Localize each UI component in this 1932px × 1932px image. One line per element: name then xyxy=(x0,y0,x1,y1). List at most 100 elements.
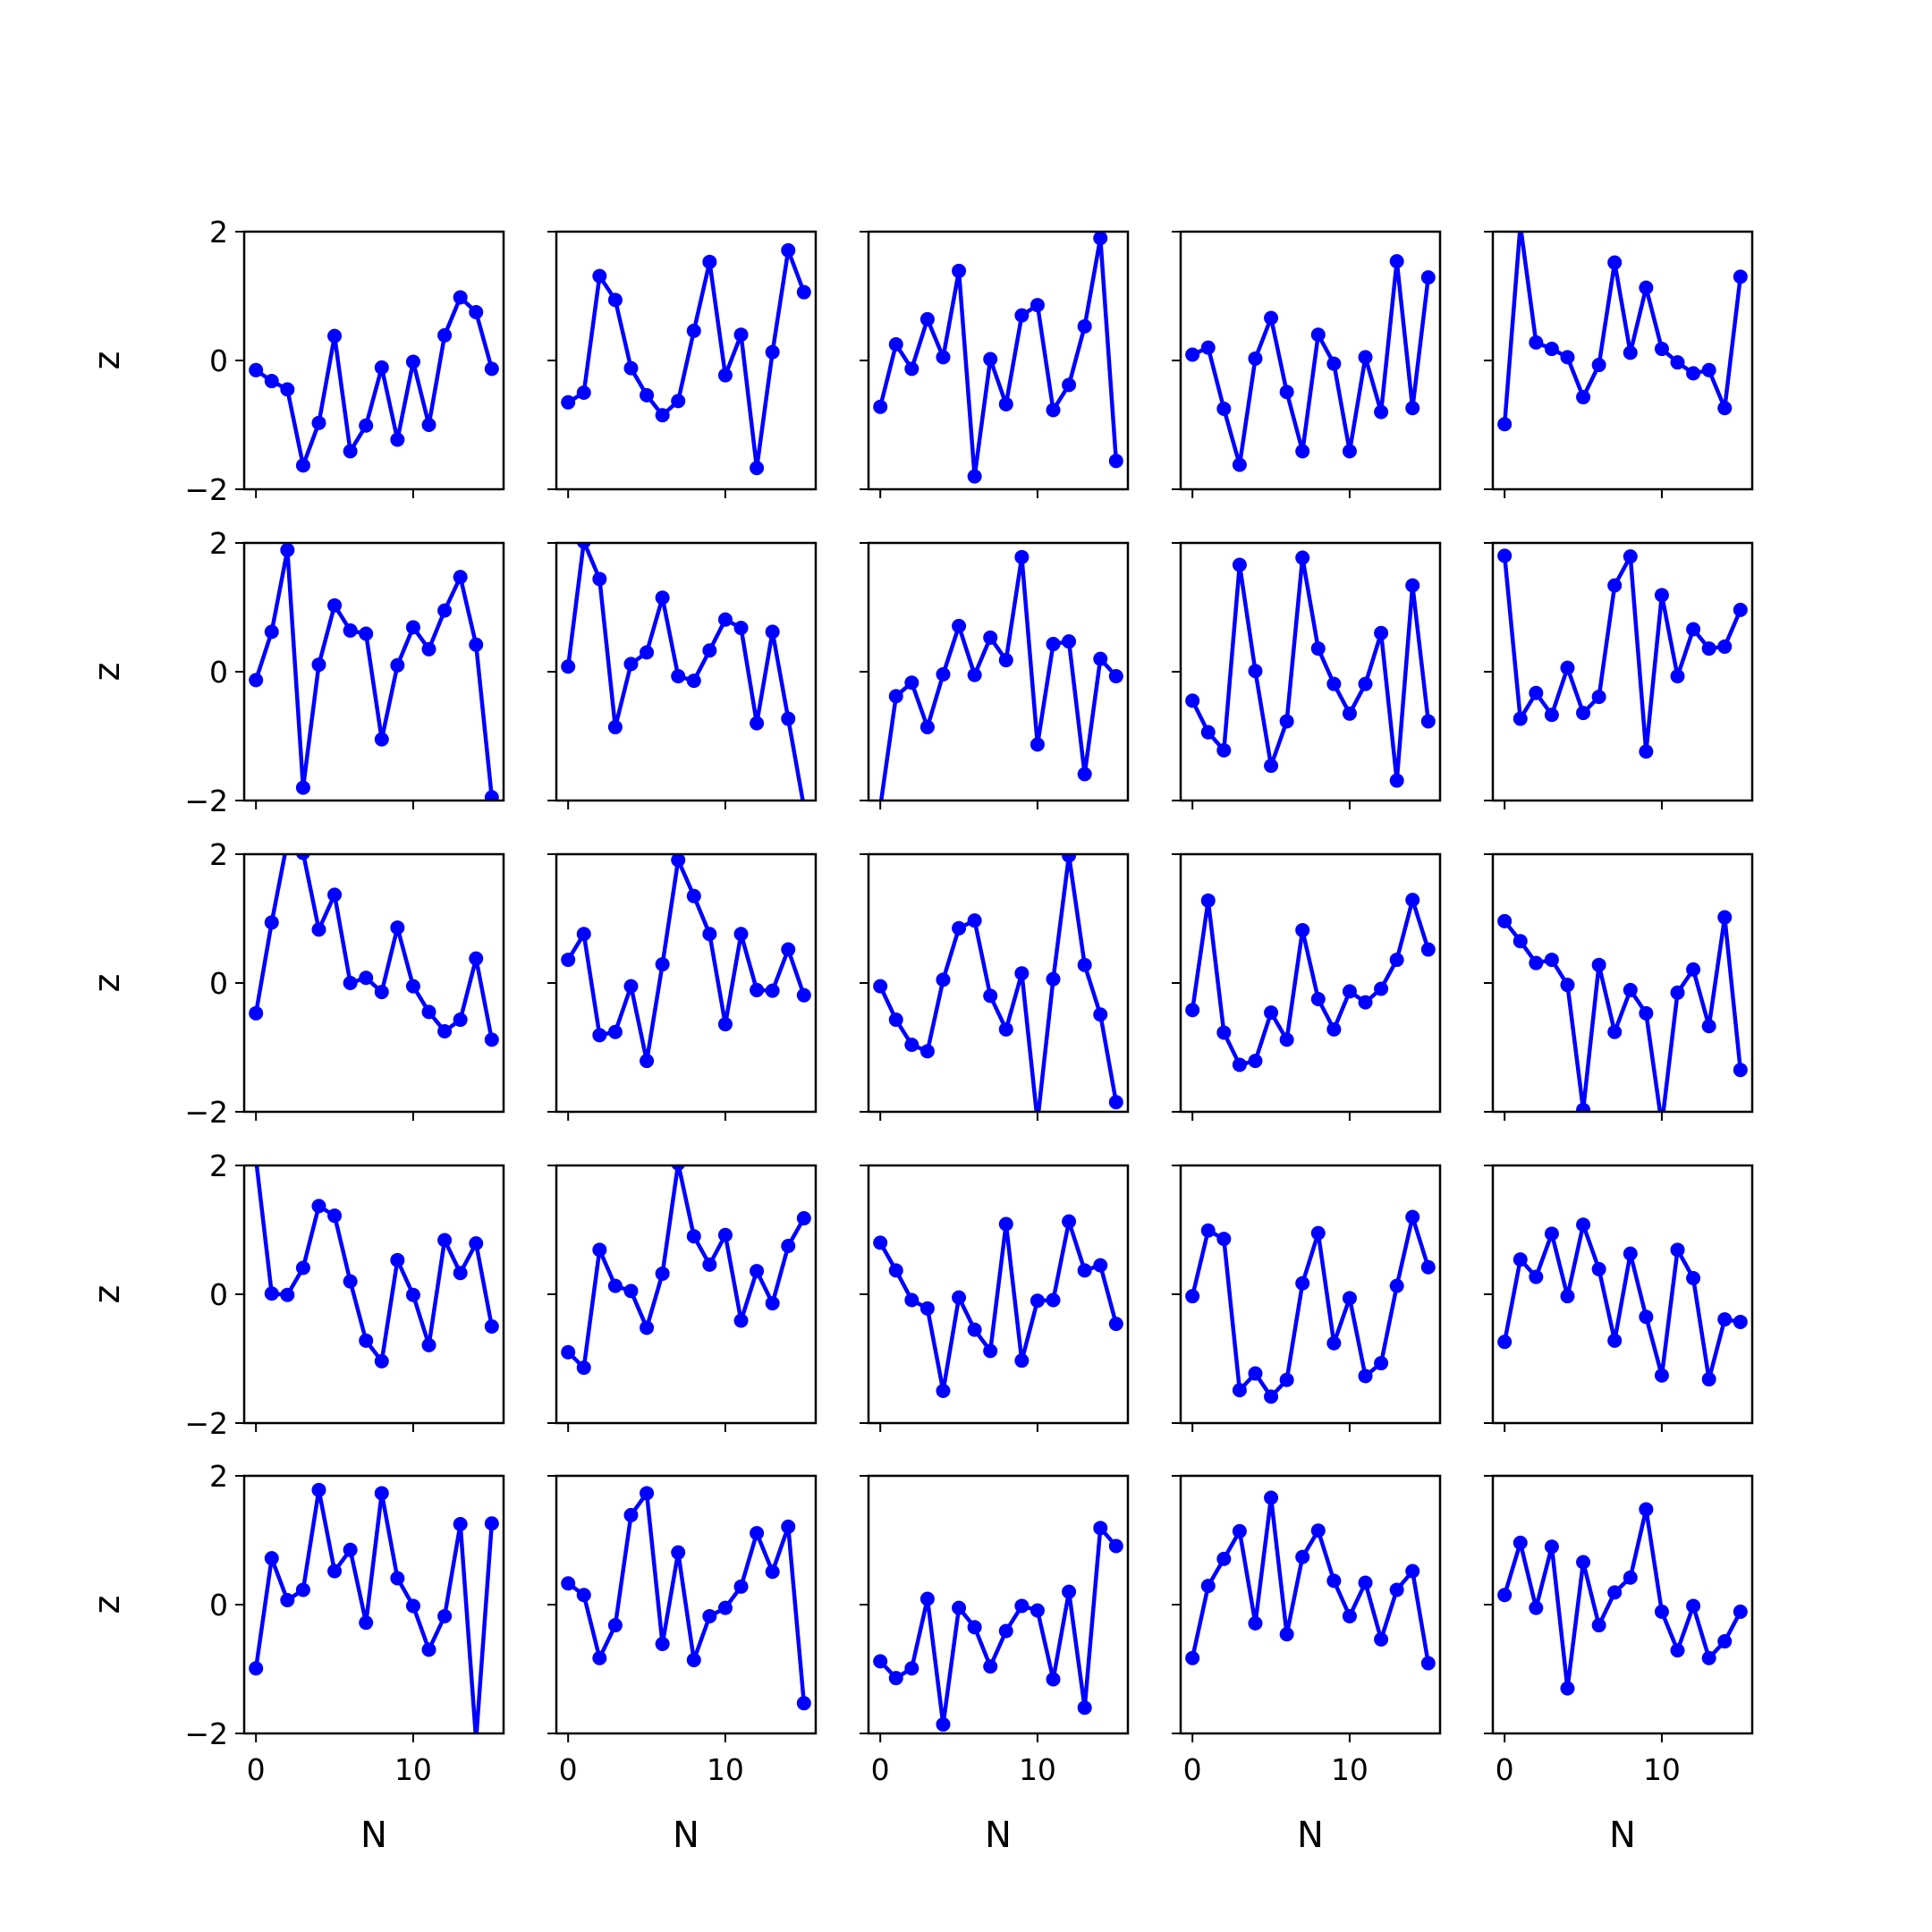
data-point xyxy=(904,1038,919,1053)
data-point xyxy=(1639,280,1654,295)
data-point xyxy=(1326,1573,1342,1589)
data-point xyxy=(967,469,982,484)
data-point xyxy=(686,674,701,689)
data-point xyxy=(1389,773,1404,788)
y-tick-label: 2 xyxy=(209,837,228,872)
data-point xyxy=(888,1671,903,1686)
data-point xyxy=(888,1263,903,1278)
data-point xyxy=(765,344,780,360)
data-point xyxy=(1279,385,1294,400)
data-point xyxy=(469,637,484,652)
y-tick-label: 2 xyxy=(209,1148,228,1183)
data-point xyxy=(1670,355,1685,370)
data-point xyxy=(919,311,935,326)
data-point xyxy=(1686,1271,1701,1285)
data-point xyxy=(405,1287,420,1302)
data-point xyxy=(640,1320,655,1335)
data-point xyxy=(1389,1582,1404,1597)
data-point xyxy=(1216,1232,1232,1247)
data-point xyxy=(421,641,436,657)
data-point xyxy=(576,927,591,942)
data-point xyxy=(733,327,749,343)
data-point xyxy=(919,719,935,734)
data-point xyxy=(1014,308,1030,323)
data-point xyxy=(1733,602,1748,617)
data-point xyxy=(359,626,374,641)
data-point xyxy=(1279,1032,1294,1047)
data-point xyxy=(1654,342,1669,357)
data-point xyxy=(1077,767,1092,782)
panel-r3-c2 xyxy=(547,852,818,1121)
data-point xyxy=(1185,1650,1200,1665)
data-point xyxy=(576,1588,591,1603)
data-point xyxy=(1544,342,1559,357)
series-line xyxy=(878,1526,1118,1727)
data-point xyxy=(421,1337,436,1352)
data-point xyxy=(1529,955,1544,970)
data-point xyxy=(655,590,670,606)
data-point xyxy=(640,645,655,660)
data-point xyxy=(1576,1555,1591,1570)
data-point xyxy=(1420,1259,1436,1275)
data-point xyxy=(1200,893,1216,908)
data-point xyxy=(1497,417,1513,432)
data-point xyxy=(264,624,279,640)
data-point xyxy=(437,1233,453,1248)
data-point xyxy=(390,1252,405,1267)
data-point xyxy=(623,360,639,376)
data-point xyxy=(453,1013,468,1028)
data-point xyxy=(1014,549,1030,564)
x-axis-label: N xyxy=(360,1815,387,1856)
data-point xyxy=(607,292,623,308)
x-tick-label: 10 xyxy=(1019,1752,1056,1787)
data-point xyxy=(1030,298,1045,313)
data-point xyxy=(1654,1368,1669,1383)
data-point xyxy=(781,711,796,726)
data-point xyxy=(1062,854,1077,863)
data-point xyxy=(1420,714,1436,729)
data-point xyxy=(1185,693,1200,708)
data-point xyxy=(1544,708,1559,723)
data-point xyxy=(952,618,967,633)
data-point xyxy=(295,1260,310,1275)
data-point xyxy=(1232,1383,1247,1398)
data-point xyxy=(1062,377,1077,393)
data-point xyxy=(576,543,591,549)
series xyxy=(252,1165,499,1368)
data-point xyxy=(453,290,468,305)
data-point xyxy=(1389,254,1404,269)
data-point xyxy=(1686,1598,1701,1614)
data-point xyxy=(781,242,796,258)
data-point xyxy=(967,667,982,682)
data-point xyxy=(1046,1292,1061,1308)
data-point xyxy=(1358,1368,1373,1384)
data-point xyxy=(561,659,576,674)
data-point xyxy=(421,418,436,432)
data-point xyxy=(655,957,670,972)
data-point xyxy=(904,361,919,377)
data-point xyxy=(686,1652,701,1667)
data-point xyxy=(1108,669,1123,684)
data-point xyxy=(1639,1005,1654,1021)
data-point xyxy=(1342,706,1357,721)
data-point xyxy=(888,689,903,704)
data-point xyxy=(1358,1575,1373,1590)
data-point xyxy=(1108,1095,1123,1110)
data-point xyxy=(1560,978,1575,993)
data-point xyxy=(1374,625,1389,640)
y-tick-label: 2 xyxy=(209,1459,228,1494)
data-point xyxy=(1216,742,1232,758)
y-axis-label: z xyxy=(87,974,128,993)
panel-r2-c3 xyxy=(860,541,1130,809)
data-point xyxy=(576,386,591,400)
series xyxy=(561,242,811,476)
data-point xyxy=(295,1582,310,1597)
data-point xyxy=(469,1236,484,1251)
data-point xyxy=(733,1313,749,1328)
panel-r4-c4 xyxy=(1172,1164,1442,1432)
data-point xyxy=(1014,966,1030,981)
data-point xyxy=(952,1600,967,1615)
panel-r1-c2 xyxy=(547,230,818,498)
data-point xyxy=(623,1284,639,1299)
data-point xyxy=(952,263,967,278)
